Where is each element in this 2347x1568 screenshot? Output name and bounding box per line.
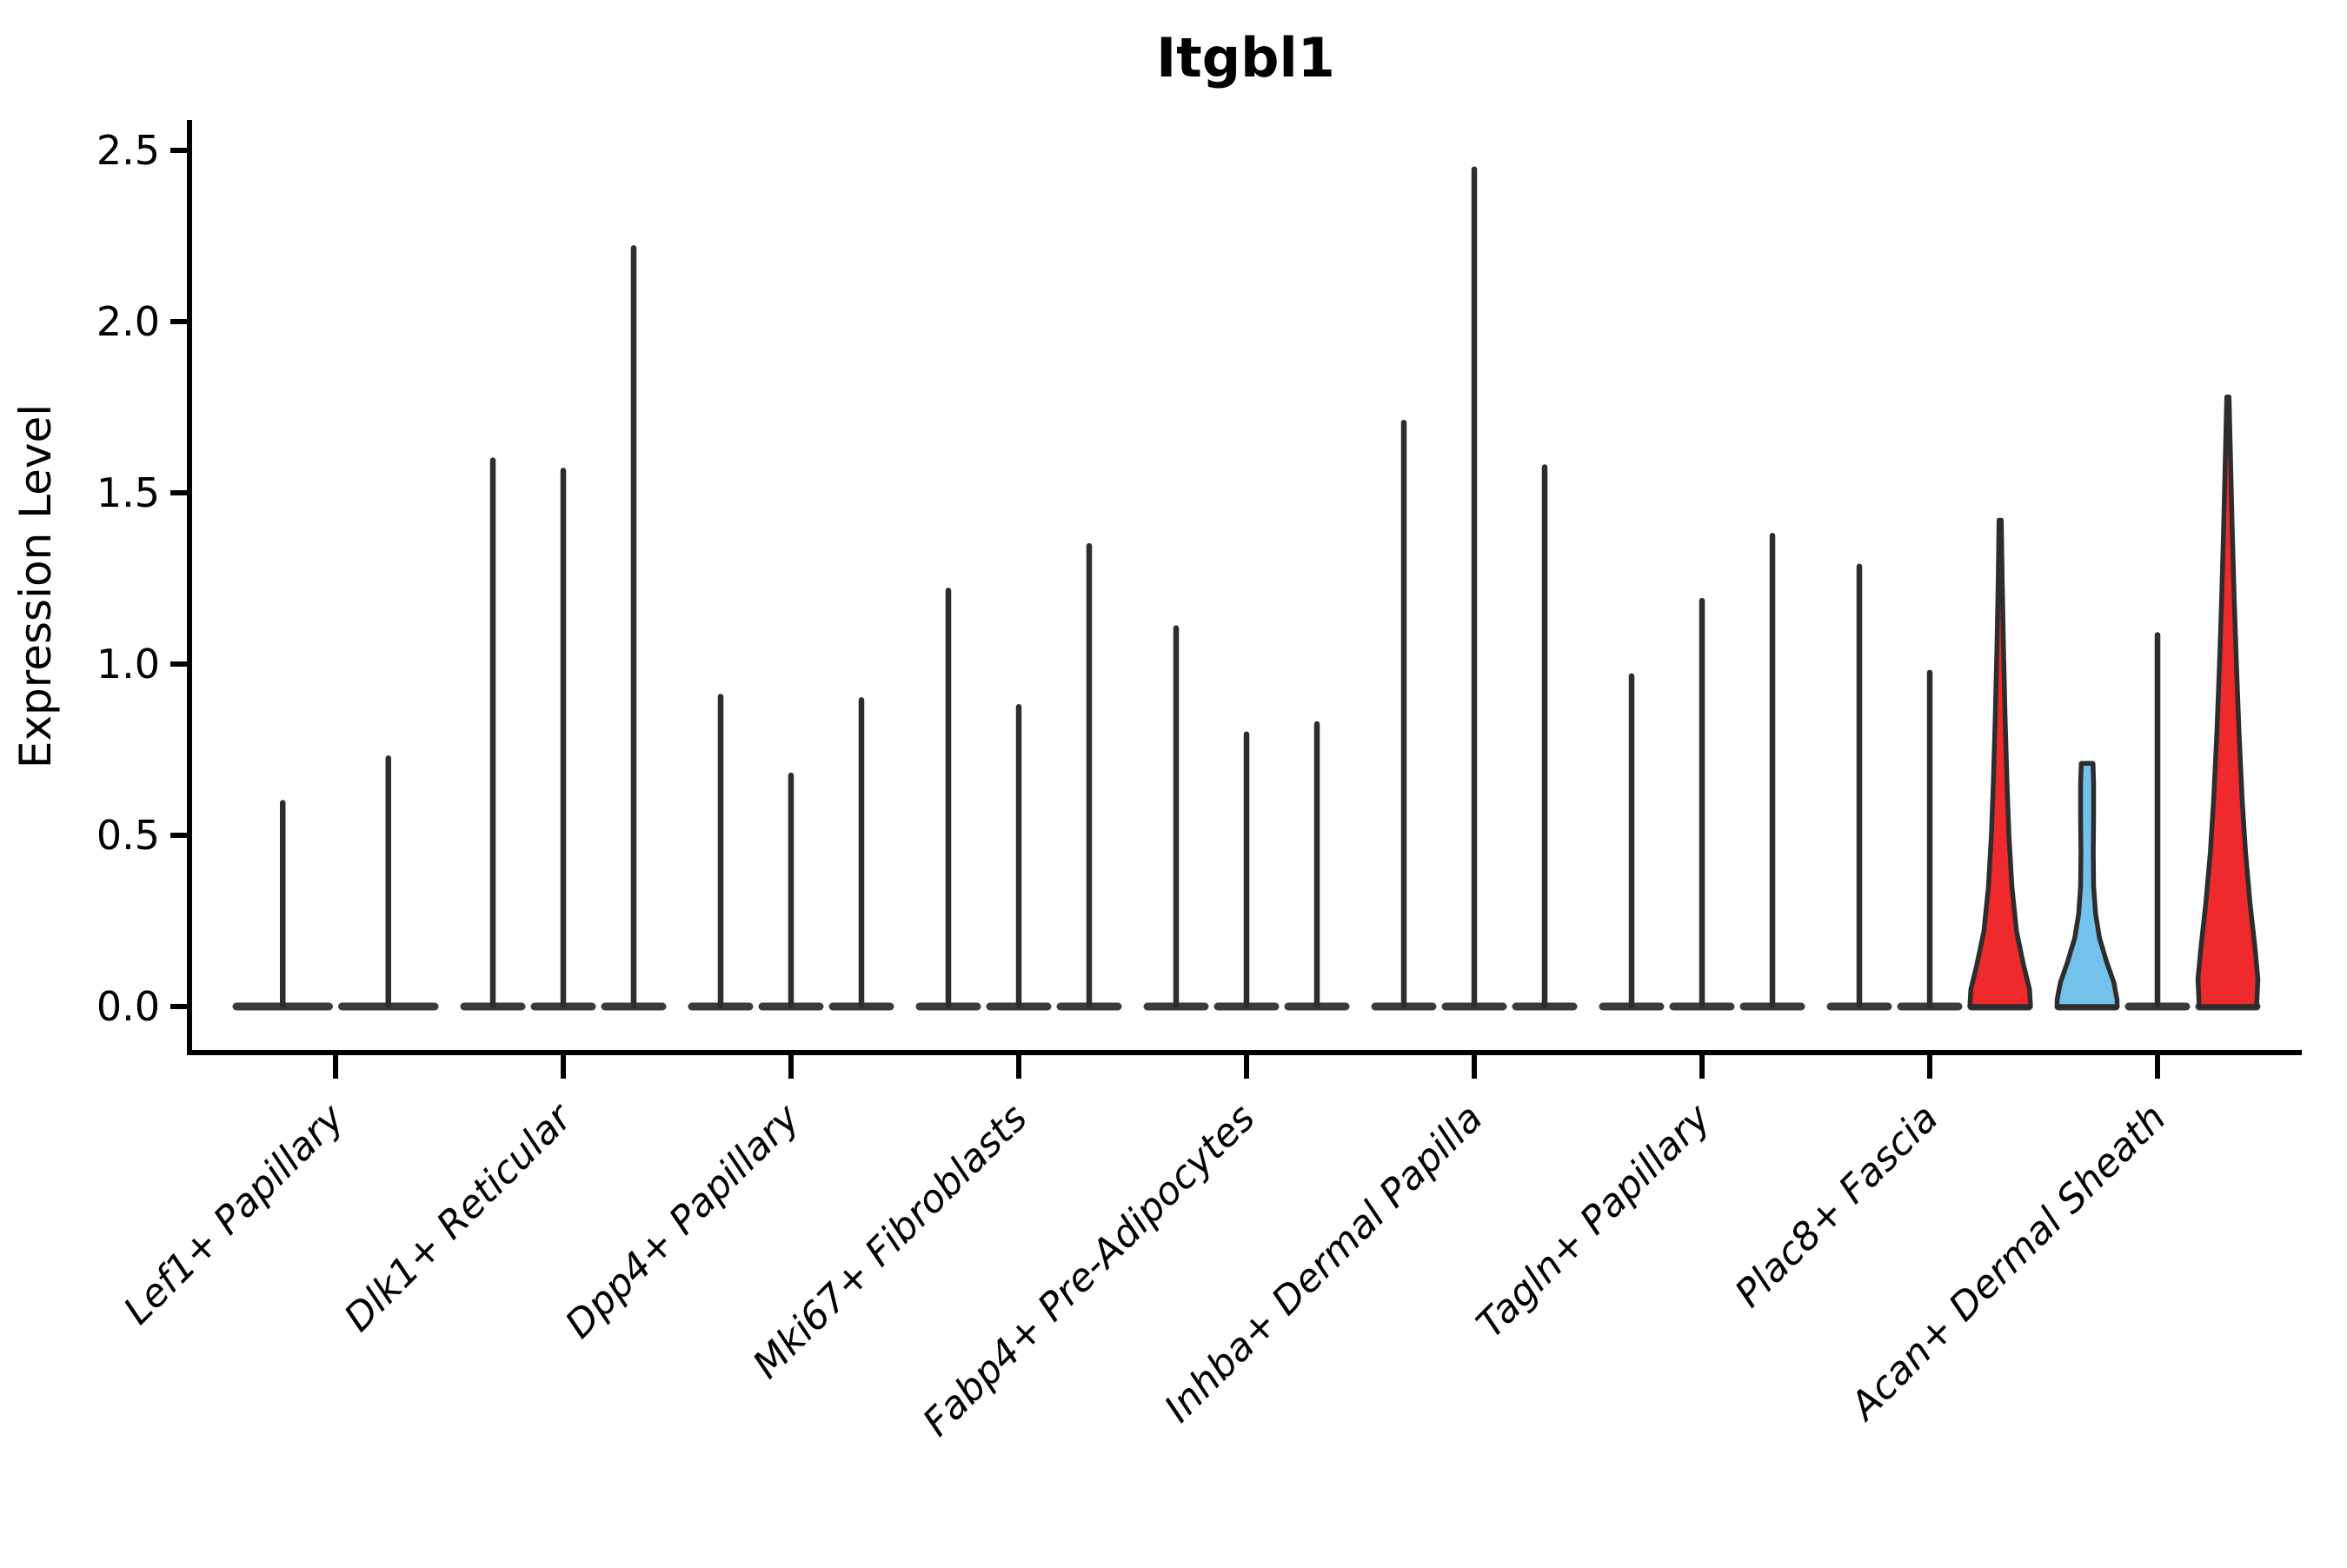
violin-filled: [2054, 761, 2120, 1009]
y-axis-label: Expression Level: [10, 404, 61, 768]
x-tick-label: Tagln+ Papillary: [1468, 1095, 1719, 1346]
y-tick-label: 1.5: [96, 469, 160, 516]
x-tick-label: Dpp4+ Papillary: [557, 1095, 809, 1347]
plot-title: Itgbl1: [1156, 26, 1335, 90]
x-tick-label: Lef1+ Papillary: [116, 1095, 354, 1333]
x-tick-label: Plac8+ Fascia: [1726, 1096, 1946, 1316]
y-tick-label: 2.0: [96, 298, 160, 345]
violin-filled: [1967, 517, 2033, 1009]
y-tick-label: 0.5: [96, 812, 160, 859]
x-tick-label: Dlk1+ Reticular: [336, 1094, 582, 1340]
violin-filled: [2195, 394, 2261, 1009]
y-tick-label: 1.0: [96, 641, 160, 688]
y-tick-label: 0.0: [96, 983, 160, 1030]
y-tick-label: 2.5: [96, 127, 160, 174]
